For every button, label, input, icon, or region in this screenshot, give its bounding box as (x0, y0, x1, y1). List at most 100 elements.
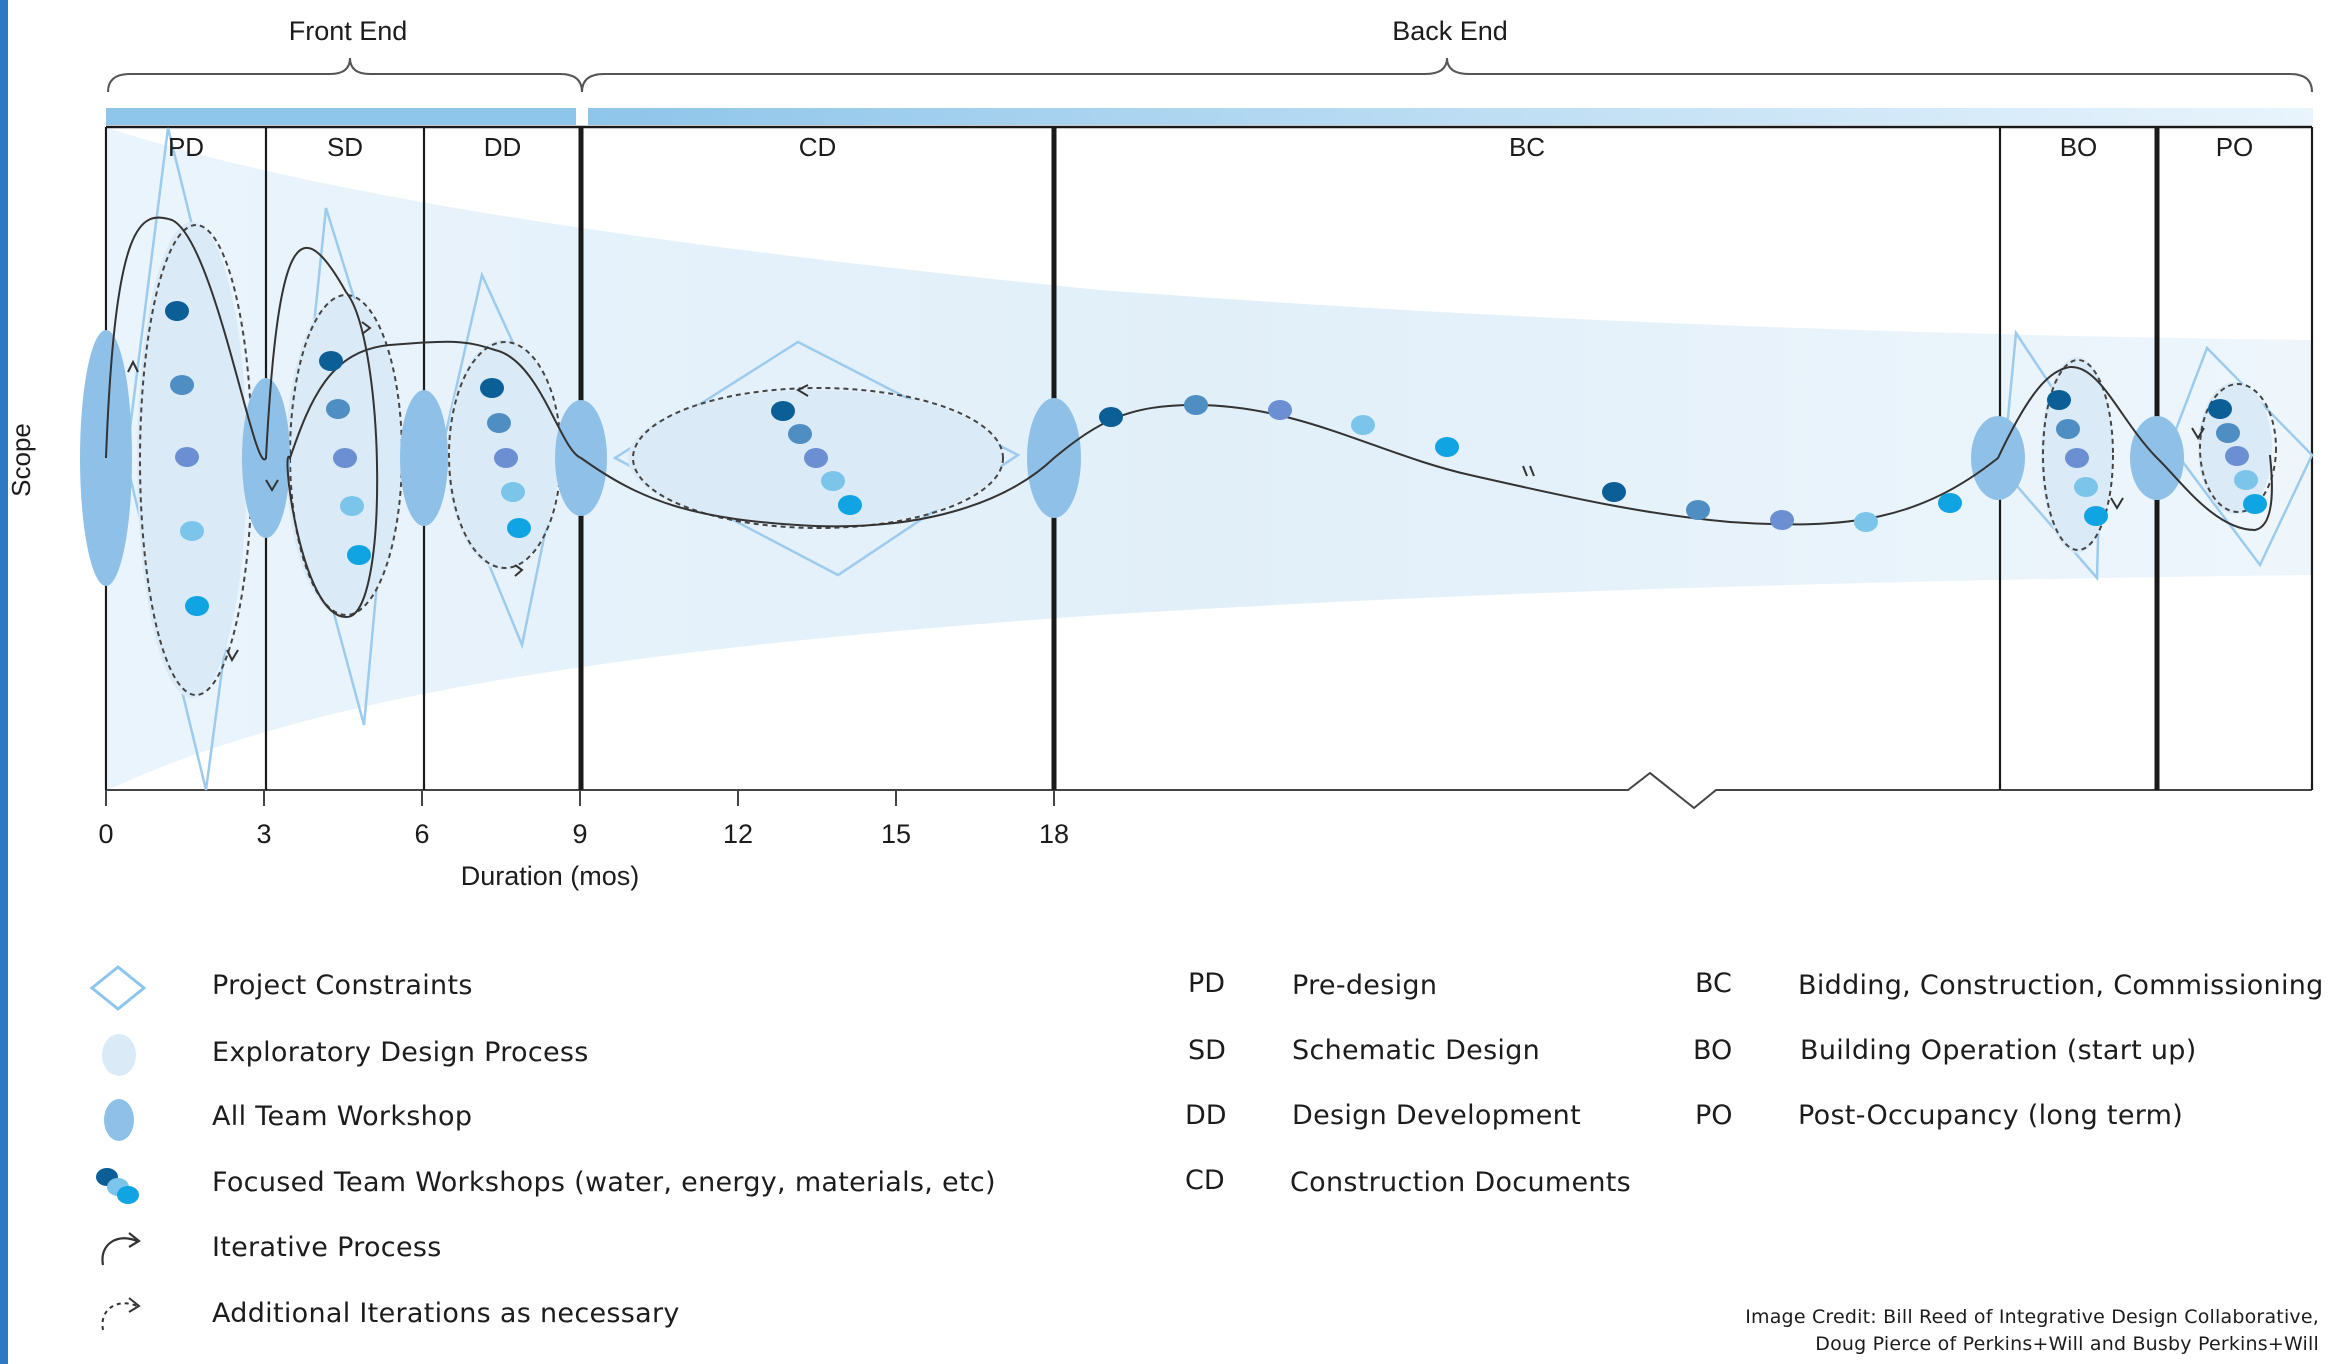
focused-workshop-dot (2208, 399, 2232, 419)
legend-label-constraints: Project Constraints (212, 970, 473, 1001)
y-axis-label: Scope (6, 423, 36, 497)
front-end-bar (106, 108, 576, 125)
tick-label-12: 12 (723, 819, 753, 849)
legend-label-additional: Additional Iterations as necessary (212, 1298, 680, 1329)
focused-workshop-dot (319, 351, 343, 371)
abbr-name-sd: Schematic Design (1292, 1035, 1541, 1066)
tick-label-0: 0 (98, 819, 113, 849)
process-diagram: Front End Back End 0 3 6 9 12 15 18 (6, 16, 2314, 891)
focused-workshop-dot (2243, 494, 2267, 514)
image-credit-line2: Doug Pierce of Perkins+Will and Busby Pe… (1815, 1333, 2319, 1355)
focused-workshop-dot (326, 399, 350, 419)
focused-workshop-dot (501, 482, 525, 502)
focused-workshop-dot (788, 424, 812, 444)
focused-workshop-dot (333, 448, 357, 468)
arrow-mark-9 (2110, 497, 2124, 510)
focused-workshop-dot (2084, 506, 2108, 526)
focused-workshop-dot (487, 413, 511, 433)
tick-label-15: 15 (881, 819, 911, 849)
focused-workshop-dot (2065, 448, 2089, 468)
legend-label-all-team: All Team Workshop (212, 1101, 473, 1132)
focused-workshop-dot (185, 596, 209, 616)
focused-workshop-dot (1938, 493, 1962, 513)
focused-workshop-dot (340, 496, 364, 516)
focused-workshop-dot (2074, 477, 2098, 497)
abbr-cd: CD (1185, 1165, 1225, 1196)
abbr-name-bc: Bidding, Construction, Commissioning (1798, 970, 2324, 1001)
focused-workshop-dot (175, 447, 199, 467)
front-end-bracket (107, 57, 583, 93)
dashed-iteration-cd (632, 387, 1004, 529)
focused-workshop-dot (170, 375, 194, 395)
focused-workshop-dot (494, 448, 518, 468)
tick-label-9: 9 (572, 819, 587, 849)
tick-label-6: 6 (414, 819, 429, 849)
phase-label-po: PO (2216, 132, 2254, 162)
scope-funnel (108, 128, 2312, 790)
focused-workshop-dot (1686, 500, 1710, 520)
dashed-iteration-po (2199, 383, 2277, 513)
abbr-bo: BO (1693, 1035, 1733, 1066)
abbr-bc: BC (1695, 968, 1732, 999)
iterative-process-path (105, 216, 2273, 619)
focused-workshop-dot (347, 545, 371, 565)
dashed-iteration-bo (2042, 359, 2114, 551)
focused-workshop-dot (1435, 437, 1459, 457)
arrow-mark-10 (2191, 427, 2205, 440)
arrow-mark-1 (127, 359, 139, 373)
phase-label-sd: SD (327, 132, 363, 162)
arrow-mark-6 (795, 384, 809, 397)
abbr-po: PO (1695, 1100, 1733, 1131)
dashed-curved-arrow-icon (101, 1297, 141, 1331)
abbr-dd: DD (1185, 1100, 1227, 1131)
legend-label-iterative: Iterative Process (212, 1232, 442, 1263)
curved-arrow-icon (101, 1232, 141, 1266)
focused-workshop-dot (1854, 512, 1878, 532)
abbr-pd: PD (1188, 968, 1226, 999)
phase-label-bc: BC (1509, 132, 1545, 162)
focused-workshop-dot (165, 301, 189, 321)
focused-workshop-dot (2234, 470, 2258, 490)
tick-label-18: 18 (1039, 819, 1069, 849)
x-axis-line (106, 771, 2312, 810)
legend-label-focused: Focused Team Workshops (water, energy, m… (212, 1167, 996, 1198)
focused-workshop-dot (804, 448, 828, 468)
arrow-mark-3 (226, 649, 239, 663)
constraint-po (2168, 345, 2314, 568)
ellipse-icon (104, 1099, 134, 1141)
focused-workshop-dot (2047, 390, 2071, 410)
focused-workshop-dot (1602, 482, 1626, 502)
abbr-name-bo: Building Operation (start up) (1800, 1035, 2197, 1066)
focused-team-workshops (165, 301, 2267, 616)
focused-workshop-dot (1770, 510, 1794, 530)
arrow-mark-4 (361, 321, 372, 335)
dots-cluster-icon (96, 1168, 139, 1204)
front-end-label: Front End (289, 16, 408, 46)
focused-workshop-dot (1268, 400, 1292, 420)
abbr-name-pd: Pre-design (1292, 970, 1438, 1001)
phase-label-dd: DD (484, 132, 522, 162)
focused-workshop-dot (180, 521, 204, 541)
back-end-label: Back End (1392, 16, 1508, 46)
phase-labels: PD SD DD CD BC BO PO (168, 132, 2253, 162)
focused-workshop-dot (2216, 423, 2240, 443)
tick-label-3: 3 (256, 819, 271, 849)
arrow-mark-5 (514, 564, 524, 577)
diamond-icon (89, 965, 147, 1011)
back-end-bar (588, 108, 2313, 125)
focused-workshop-dot (480, 378, 504, 398)
phase-label-pd: PD (168, 132, 204, 162)
x-axis-ticks: 0 3 6 9 12 15 18 (98, 790, 1069, 849)
abbr-name-cd: Construction Documents (1290, 1167, 1632, 1198)
focused-workshop-dot (1351, 415, 1375, 435)
focused-workshop-dot (821, 471, 845, 491)
phase-label-cd: CD (799, 132, 837, 162)
abbr-name-dd: Design Development (1292, 1100, 1581, 1131)
image-credit-line1: Image Credit: Bill Reed of Integrative D… (1745, 1306, 2319, 1328)
focused-workshop-dot (1184, 395, 1208, 415)
focused-workshop-dot (838, 495, 862, 515)
phase-label-bo: BO (2060, 132, 2098, 162)
x-axis-label: Duration (mos) (461, 861, 640, 891)
focused-workshop-dot (771, 401, 795, 421)
